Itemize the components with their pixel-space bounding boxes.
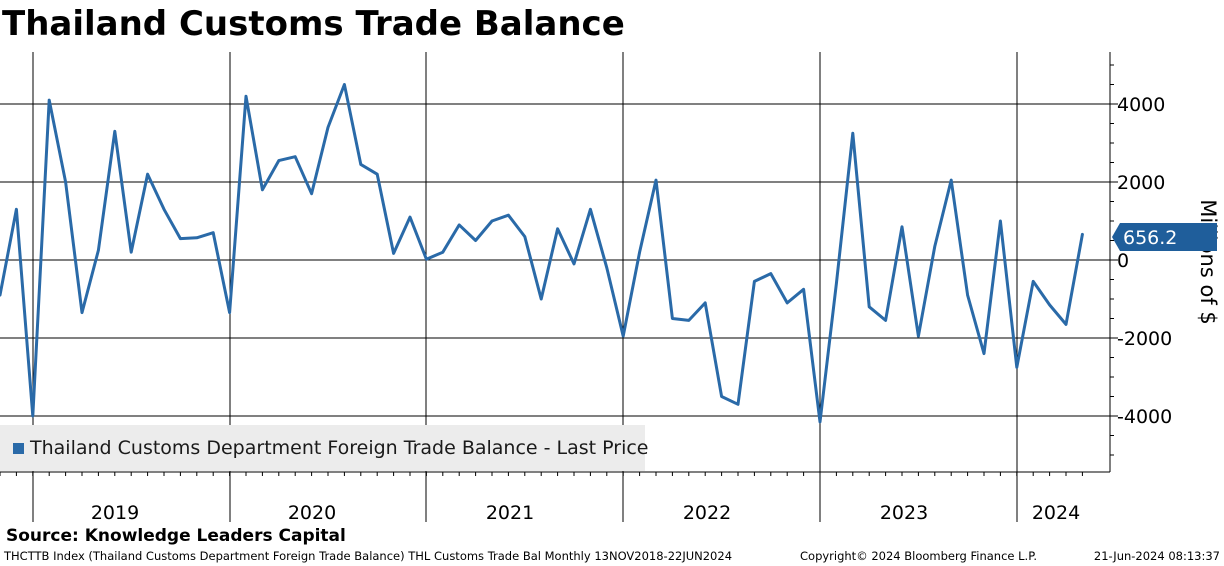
data-point	[15, 208, 18, 211]
y-tick-label: 2000	[1117, 172, 1165, 194]
data-point	[277, 159, 280, 162]
x-tick-label-2020: 2020	[288, 502, 336, 524]
footer-copyright: Copyright© 2024 Bloomberg Finance L.P.	[800, 549, 1037, 563]
data-point	[48, 98, 51, 102]
data-point	[572, 262, 576, 266]
data-point	[1064, 323, 1068, 326]
legend-swatch	[13, 443, 24, 454]
data-point	[97, 249, 100, 252]
x-tick-label-2019: 2019	[91, 502, 139, 524]
data-point	[556, 227, 559, 230]
footer-description: THCTTB Index (Thailand Customs Departmen…	[4, 549, 733, 563]
data-point	[113, 130, 117, 133]
data-point	[704, 301, 707, 305]
data-point	[195, 236, 198, 239]
data-point	[146, 173, 149, 176]
data-point	[507, 214, 510, 217]
x-tick-label-2022: 2022	[683, 502, 731, 524]
data-point	[392, 252, 395, 255]
source-note: Source: Knowledge Leaders Capital	[6, 526, 346, 546]
data-point	[769, 272, 772, 275]
data-point	[818, 420, 822, 424]
data-point	[917, 334, 920, 338]
data-point	[1032, 280, 1035, 283]
data-point	[802, 288, 805, 291]
legend	[0, 425, 645, 471]
data-point	[638, 251, 641, 254]
data-point	[966, 293, 969, 297]
data-point	[900, 225, 904, 228]
data-point	[671, 317, 674, 320]
data-point	[294, 155, 297, 158]
data-point	[31, 414, 34, 418]
data-point	[933, 245, 936, 248]
data-point	[130, 251, 133, 254]
last-value-label: 656.2	[1123, 227, 1177, 249]
data-point	[212, 231, 215, 234]
data-point	[458, 223, 461, 227]
data-point	[884, 319, 887, 322]
y-tick-label: 4000	[1117, 94, 1165, 116]
legend-label: Thailand Customs Department Foreign Trad…	[30, 437, 649, 459]
grid-lines	[0, 103, 1110, 417]
data-point	[589, 208, 592, 211]
data-point	[1081, 233, 1084, 236]
y-tick-label: 0	[1117, 250, 1129, 272]
data-point	[261, 188, 264, 191]
data-point	[490, 219, 494, 223]
data-point	[162, 208, 166, 211]
footer-timestamp: 21-Jun-2024 08:13:37	[1093, 549, 1220, 563]
data-point	[999, 219, 1002, 223]
data-point	[687, 319, 690, 322]
data-point	[720, 395, 723, 398]
last-value-tag-shape	[1112, 223, 1217, 251]
data-point	[736, 403, 740, 406]
data-point	[80, 311, 84, 314]
data-point	[851, 132, 854, 135]
data-point	[605, 266, 608, 269]
x-axis-year-labels: 2019 2020 2021 2022 2023 2024	[91, 502, 1080, 524]
y-axis-label: Millions of $	[1196, 199, 1220, 325]
data-point	[179, 237, 182, 240]
data-point	[441, 251, 444, 254]
data-point	[228, 311, 231, 314]
x-tick-label-2024: 2024	[1032, 502, 1080, 524]
data-point	[64, 180, 67, 184]
data-point	[868, 305, 871, 308]
data-point	[244, 95, 248, 98]
data-point	[425, 258, 428, 261]
data-point	[0, 293, 2, 297]
chart-title: Thailand Customs Trade Balance	[2, 4, 625, 44]
data-point	[982, 352, 986, 355]
data-point	[343, 83, 346, 86]
data-point	[310, 192, 313, 195]
series-line-trade-balance	[0, 83, 1084, 424]
data-point	[540, 297, 543, 301]
data-point	[326, 126, 330, 129]
data-point	[753, 280, 756, 283]
last-value-tag: 656.2	[1112, 223, 1217, 251]
y-tick-label: -4000	[1117, 406, 1172, 428]
data-point	[1015, 366, 1018, 369]
data-point	[835, 282, 838, 285]
y-tick-label: -2000	[1117, 328, 1172, 350]
data-point	[1048, 303, 1051, 307]
x-tick-label-2021: 2021	[486, 502, 534, 524]
y-axis-ticks: -4000 -2000 0 2000 4000	[1110, 64, 1172, 456]
data-point	[523, 235, 526, 238]
data-point	[408, 215, 412, 219]
data-point	[474, 239, 477, 242]
series-layer	[0, 83, 1084, 424]
data-point	[786, 301, 789, 305]
data-point	[654, 178, 658, 182]
data-point	[376, 173, 379, 176]
data-point	[622, 334, 625, 338]
data-point	[950, 178, 953, 182]
x-tick-label-2023: 2023	[880, 502, 928, 524]
axes	[0, 52, 1111, 476]
data-point	[359, 163, 362, 166]
